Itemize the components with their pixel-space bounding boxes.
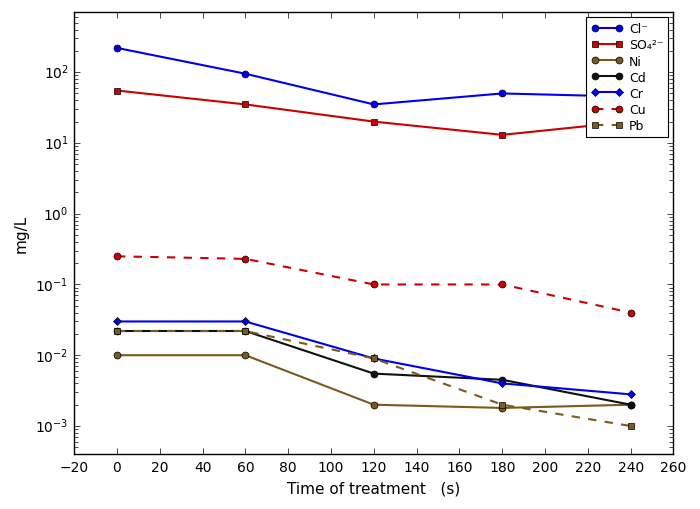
Cr bbox=[370, 356, 378, 362]
Line: SO₄²⁻: SO₄²⁻ bbox=[113, 88, 634, 139]
Line: Ni: Ni bbox=[113, 352, 634, 412]
Line: Cd: Cd bbox=[113, 328, 634, 408]
Cu bbox=[113, 254, 121, 260]
SO₄²⁻ bbox=[498, 132, 506, 138]
Ni bbox=[113, 352, 121, 358]
Line: Cu: Cu bbox=[113, 253, 634, 317]
Cd bbox=[370, 371, 378, 377]
Pb bbox=[626, 423, 635, 429]
Cl⁻ bbox=[113, 46, 121, 52]
Cd bbox=[498, 377, 506, 383]
Cu bbox=[370, 282, 378, 288]
Cd bbox=[113, 328, 121, 334]
Cu bbox=[626, 310, 635, 316]
Cl⁻ bbox=[241, 72, 250, 78]
SO₄²⁻ bbox=[626, 119, 635, 125]
Cu bbox=[498, 282, 506, 288]
Cr bbox=[498, 381, 506, 387]
Ni bbox=[498, 405, 506, 411]
Cd bbox=[241, 328, 250, 334]
Cl⁻ bbox=[370, 102, 378, 108]
X-axis label: Time of treatment   (s): Time of treatment (s) bbox=[287, 480, 461, 496]
Cr bbox=[241, 319, 250, 325]
Pb bbox=[241, 328, 250, 334]
Ni bbox=[626, 402, 635, 408]
Cu bbox=[241, 257, 250, 263]
Pb bbox=[370, 356, 378, 362]
Line: Cl⁻: Cl⁻ bbox=[113, 45, 634, 108]
Pb bbox=[113, 328, 121, 334]
Pb bbox=[498, 402, 506, 408]
Cl⁻ bbox=[626, 95, 635, 101]
Line: Pb: Pb bbox=[113, 328, 634, 430]
Cl⁻ bbox=[498, 91, 506, 97]
Line: Cr: Cr bbox=[114, 319, 634, 398]
Ni bbox=[370, 402, 378, 408]
SO₄²⁻ bbox=[370, 119, 378, 125]
Y-axis label: mg/L: mg/L bbox=[13, 215, 28, 253]
Cd bbox=[626, 402, 635, 408]
Legend: Cl⁻, SO₄²⁻, Ni, Cd, Cr, Cu, Pb: Cl⁻, SO₄²⁻, Ni, Cd, Cr, Cu, Pb bbox=[587, 18, 668, 138]
Cr bbox=[113, 319, 121, 325]
SO₄²⁻ bbox=[241, 102, 250, 108]
SO₄²⁻ bbox=[113, 88, 121, 94]
Ni bbox=[241, 352, 250, 358]
Cr bbox=[626, 391, 635, 398]
